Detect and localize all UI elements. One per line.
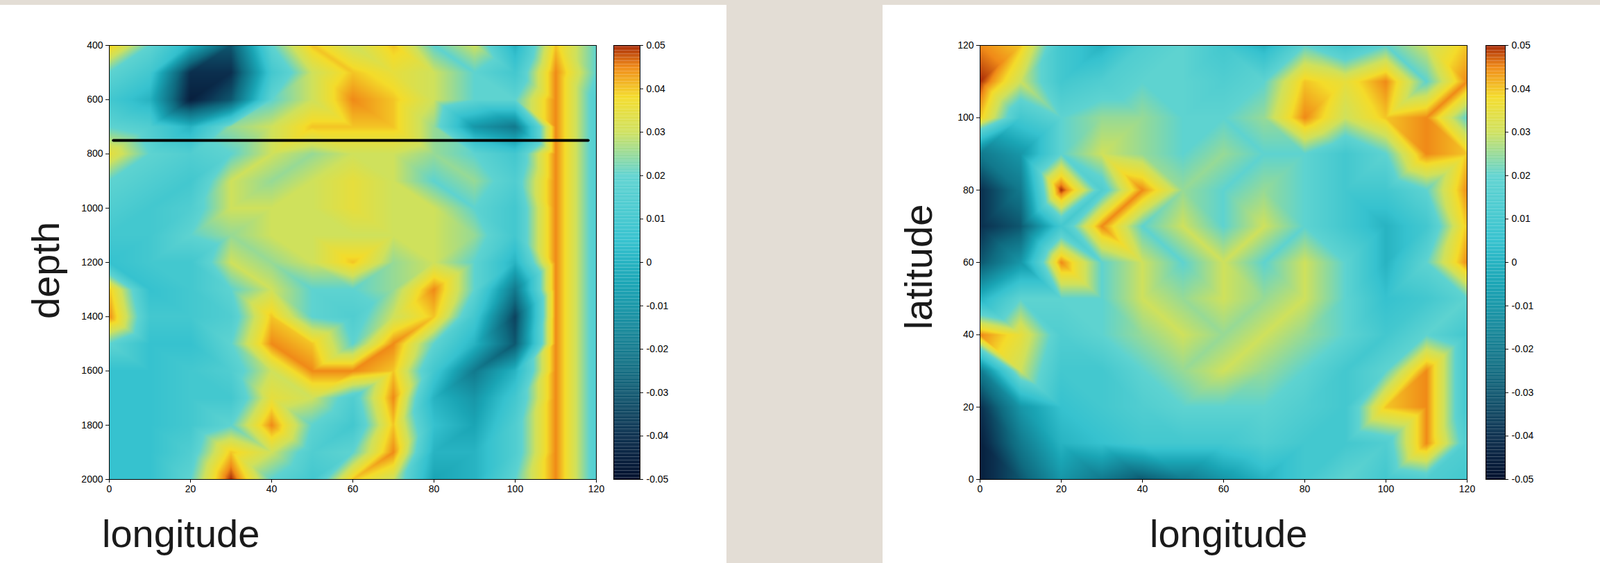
svg-text:2000: 2000: [81, 473, 103, 485]
svg-text:100: 100: [957, 111, 975, 123]
html-text:longitude: longitude: [1149, 512, 1308, 556]
svg-text:0: 0: [106, 483, 113, 495]
svg-text:0: 0: [646, 256, 653, 268]
svg-text:100: 100: [1377, 483, 1395, 495]
svg-text:0.04: 0.04: [646, 83, 666, 95]
svg-text:80: 80: [963, 184, 975, 196]
svg-text:1000: 1000: [81, 202, 103, 214]
svg-text:80: 80: [1299, 483, 1311, 495]
svg-text:0: 0: [977, 483, 984, 495]
svg-text:120: 120: [1459, 483, 1476, 495]
svg-text:60: 60: [1218, 483, 1230, 495]
svg-text:0.02: 0.02: [1511, 169, 1531, 182]
svg-text:20: 20: [963, 401, 975, 413]
svg-text:40: 40: [963, 328, 975, 340]
html-text:depth: depth: [23, 221, 68, 320]
svg-text:-0.01: -0.01: [1511, 300, 1535, 312]
html-text:longitude: longitude: [101, 512, 260, 556]
svg-text:0.04: 0.04: [1511, 83, 1531, 95]
svg-text:20: 20: [185, 483, 197, 495]
svg-text:-0.04: -0.04: [1511, 430, 1535, 442]
svg-text:100: 100: [507, 483, 524, 495]
html-text:latitude: latitude: [896, 204, 941, 330]
svg-text:120: 120: [957, 39, 975, 51]
svg-text:0.01: 0.01: [1511, 213, 1531, 225]
svg-text:0: 0: [1511, 256, 1518, 268]
svg-text:-0.05: -0.05: [1511, 473, 1535, 485]
svg-text:0: 0: [968, 473, 975, 485]
svg-text:0.03: 0.03: [646, 126, 666, 138]
svg-text:-0.02: -0.02: [1511, 343, 1535, 355]
svg-text:800: 800: [86, 147, 104, 159]
svg-text:60: 60: [963, 256, 975, 268]
svg-text:1400: 1400: [81, 310, 103, 322]
svg-text:0.05: 0.05: [1511, 39, 1531, 51]
svg-text:-0.03: -0.03: [646, 387, 669, 399]
svg-text:20: 20: [1056, 483, 1068, 495]
svg-text:0.03: 0.03: [1511, 126, 1531, 138]
svg-text:400: 400: [86, 39, 104, 51]
svg-text:-0.02: -0.02: [646, 343, 669, 355]
svg-text:0.01: 0.01: [646, 213, 666, 225]
svg-text:600: 600: [86, 93, 104, 105]
svg-text:-0.05: -0.05: [646, 473, 669, 485]
svg-text:-0.01: -0.01: [646, 300, 669, 312]
svg-text:1600: 1600: [81, 364, 103, 377]
svg-text:120: 120: [588, 483, 605, 495]
svg-text:-0.04: -0.04: [646, 430, 669, 442]
svg-text:60: 60: [347, 483, 359, 495]
svg-text:40: 40: [1137, 483, 1149, 495]
svg-text:80: 80: [428, 483, 440, 495]
svg-text:0.02: 0.02: [646, 169, 666, 182]
svg-text:40: 40: [266, 483, 278, 495]
svg-text:-0.03: -0.03: [1511, 387, 1535, 399]
svg-text:0.05: 0.05: [646, 39, 666, 51]
svg-text:1800: 1800: [81, 419, 103, 431]
svg-text:1200: 1200: [81, 256, 103, 268]
